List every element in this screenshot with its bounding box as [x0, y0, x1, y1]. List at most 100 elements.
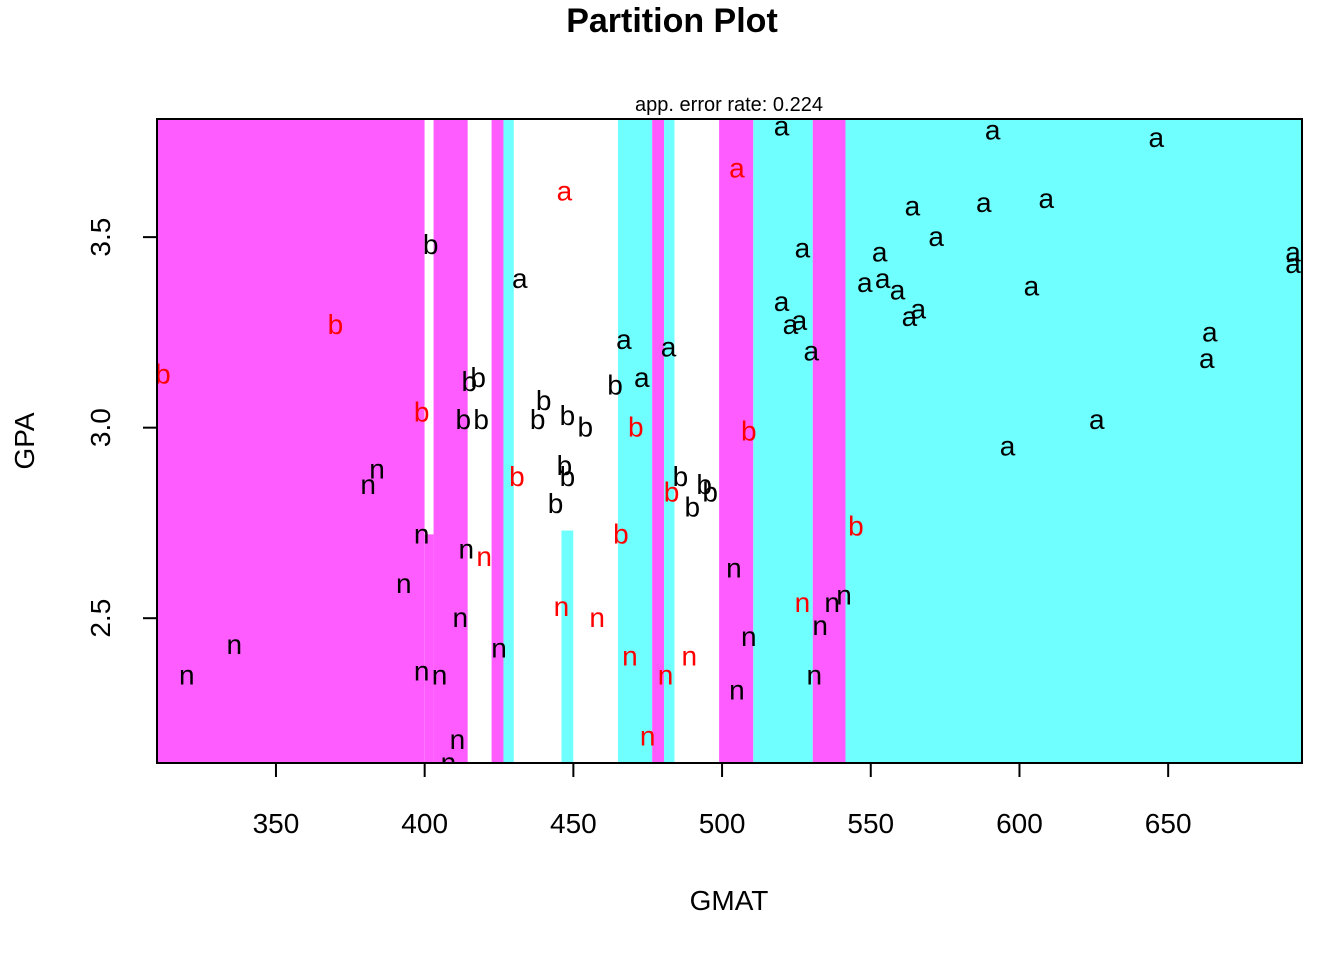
- x-tick-label-450: 450: [550, 808, 597, 839]
- region-a-14: [753, 119, 813, 763]
- point-a-28: a: [634, 362, 650, 393]
- region-b-12: [674, 119, 720, 763]
- chart-subtitle: app. error rate: 0.224: [635, 94, 823, 116]
- region-b-6: [513, 119, 562, 763]
- x-tick-label-650: 650: [1145, 808, 1192, 839]
- point-n-69: n: [453, 602, 469, 633]
- region-n-1-lower: [424, 534, 434, 763]
- point-a-11: a: [1285, 236, 1301, 267]
- point-n-73: n: [491, 633, 507, 664]
- point-n-77: n: [432, 659, 448, 690]
- point-b-36: b: [607, 370, 623, 401]
- point-a-22: a: [783, 309, 799, 340]
- point-a-1: a: [985, 114, 1001, 145]
- x-tick-label-400: 400: [401, 808, 448, 839]
- point-b-42: b: [530, 404, 546, 435]
- point-n-64: n: [836, 579, 852, 610]
- point-a-15: a: [875, 263, 891, 294]
- y-tick-label-3: 3.0: [85, 408, 116, 447]
- region-b-8: [573, 119, 618, 763]
- point-a-25: a: [661, 332, 677, 363]
- region-a-7-lower: [561, 530, 574, 763]
- point-n-79: n: [658, 659, 674, 690]
- point-b-41: b: [560, 400, 576, 431]
- point-b-45: b: [741, 415, 757, 446]
- point-n-65: n: [824, 587, 840, 618]
- region-b-3: [467, 119, 492, 763]
- point-b-33: b: [155, 358, 171, 389]
- point-b-54: b: [685, 492, 701, 523]
- point-b-49: b: [673, 461, 689, 492]
- point-a-7: a: [1038, 183, 1054, 214]
- point-a-19: a: [911, 294, 927, 325]
- point-n-74: n: [622, 640, 638, 671]
- x-tick-label-500: 500: [699, 808, 746, 839]
- plot-frame: [156, 118, 1303, 764]
- point-a-20: a: [902, 301, 918, 332]
- point-a-9: a: [795, 233, 811, 264]
- point-b-39: b: [456, 404, 472, 435]
- partition-regions: [157, 119, 1302, 763]
- point-n-60: n: [459, 534, 475, 565]
- point-n-63: n: [396, 568, 412, 599]
- point-n-61: n: [476, 541, 492, 572]
- point-a-29: a: [1089, 404, 1105, 435]
- region-n-2: [433, 119, 468, 763]
- point-n-68: n: [589, 602, 605, 633]
- point-a-0: a: [774, 111, 790, 142]
- point-b-32: b: [328, 309, 344, 340]
- point-a-4: a: [557, 175, 573, 206]
- point-b-52: b: [664, 476, 680, 507]
- point-n-82: n: [640, 720, 656, 751]
- point-b-55: b: [848, 511, 864, 542]
- point-b-48: b: [509, 461, 525, 492]
- region-b-7: [561, 119, 574, 763]
- point-b-35: b: [461, 366, 477, 397]
- point-b-43: b: [577, 412, 593, 443]
- point-n-71: n: [741, 621, 757, 652]
- region-n-0: [157, 119, 425, 763]
- point-n-80: n: [806, 659, 822, 690]
- point-a-21: a: [792, 305, 808, 336]
- y-axis: 2.5 3.0 3.5: [85, 218, 157, 638]
- point-a-8: a: [928, 221, 944, 252]
- point-b-34: b: [470, 362, 486, 393]
- point-n-70: n: [812, 610, 828, 641]
- point-a-14: a: [857, 267, 873, 298]
- x-tick-label-550: 550: [847, 808, 894, 839]
- point-n-76: n: [414, 656, 430, 687]
- point-n-58: n: [360, 469, 376, 500]
- x-tick-label-600: 600: [996, 808, 1043, 839]
- region-n-15: [812, 119, 846, 763]
- point-b-44: b: [628, 412, 644, 443]
- point-a-13: a: [512, 263, 528, 294]
- region-n-4: [491, 119, 504, 763]
- point-b-31: b: [423, 229, 439, 260]
- point-b-38: b: [414, 396, 430, 427]
- point-a-2: a: [1148, 122, 1164, 153]
- point-a-3: a: [729, 153, 745, 184]
- point-b-47: b: [560, 461, 576, 492]
- y-tick-label-3.5: 3.5: [85, 218, 116, 257]
- x-tick-label-350: 350: [253, 808, 300, 839]
- point-n-81: n: [729, 675, 745, 706]
- point-a-23: a: [1202, 316, 1218, 347]
- point-n-78: n: [179, 659, 195, 690]
- region-n-10: [652, 119, 665, 763]
- point-b-40: b: [473, 404, 489, 435]
- point-a-27: a: [1199, 343, 1215, 374]
- point-a-6: a: [976, 187, 992, 218]
- point-a-18: a: [774, 286, 790, 317]
- point-a-30: a: [1000, 431, 1016, 462]
- point-n-59: n: [414, 518, 430, 549]
- region-a-9: [617, 119, 653, 763]
- point-b-37: b: [536, 385, 552, 416]
- point-b-56: b: [613, 518, 629, 549]
- region-a-11: [664, 119, 675, 763]
- region-b-1: [424, 119, 434, 763]
- point-a-12: a: [1285, 248, 1301, 279]
- point-b-51: b: [702, 476, 718, 507]
- point-a-5: a: [905, 191, 921, 222]
- point-a-24: a: [616, 324, 632, 355]
